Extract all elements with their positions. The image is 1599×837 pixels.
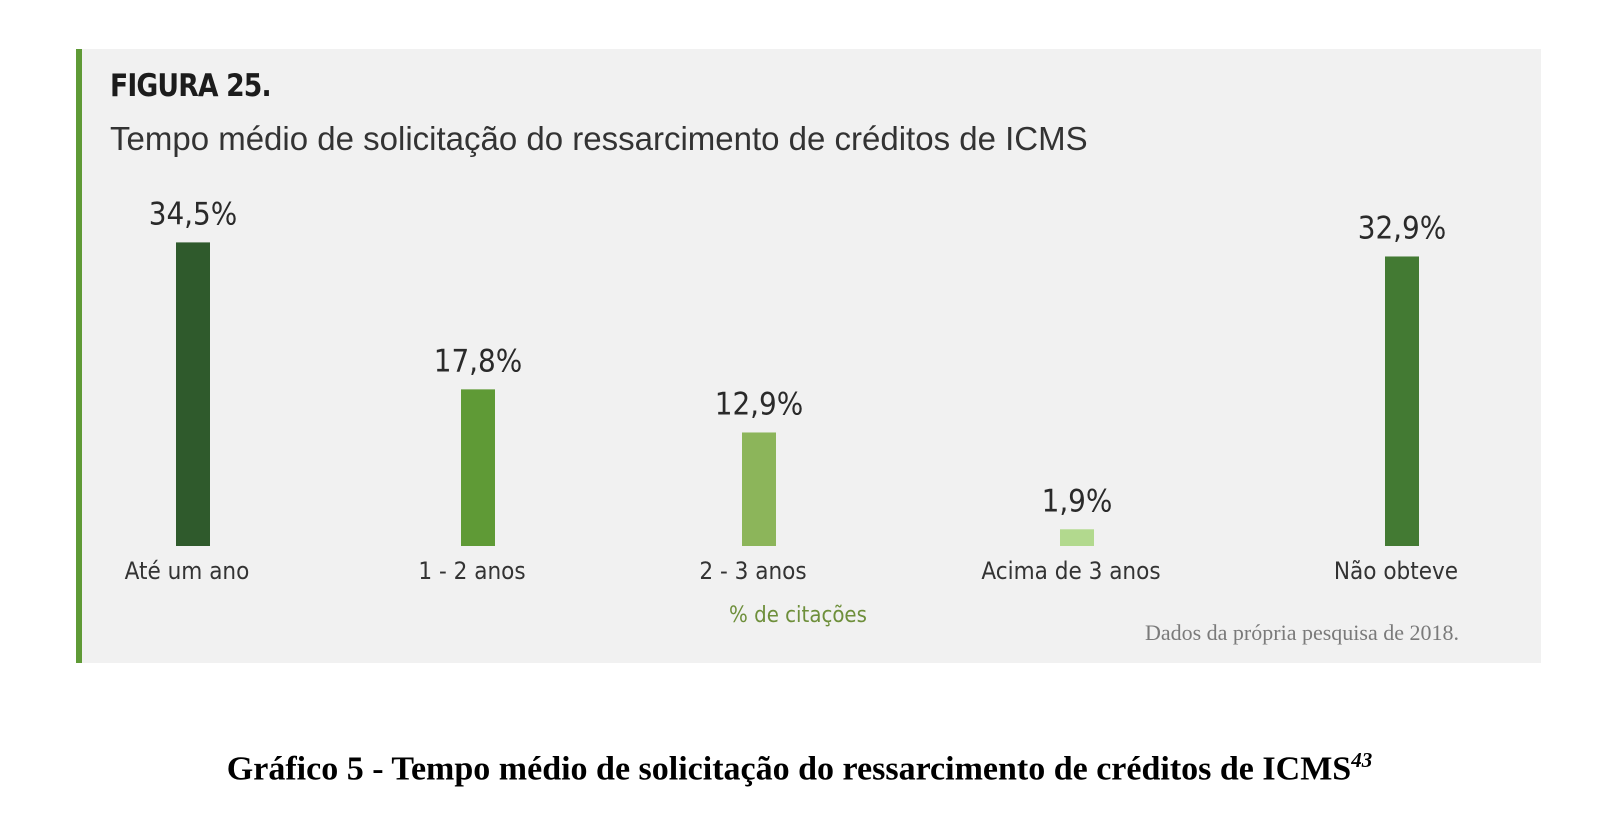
figure-label: FIGURA 25. — [110, 68, 272, 104]
bar-value-label: 17,8% — [434, 343, 523, 379]
source-note: Dados da própria pesquisa de 2018. — [1144, 620, 1459, 645]
bar — [176, 242, 210, 546]
category-label: 1 - 2 anos — [418, 557, 525, 585]
bar — [1060, 529, 1094, 546]
bar — [742, 432, 776, 546]
category-label: 2 - 3 anos — [699, 557, 806, 585]
bar-value-label: 12,9% — [715, 386, 804, 422]
x-axis-label: % de citações — [729, 603, 867, 628]
category-label: Até um ano — [125, 557, 250, 585]
bar-value-label: 34,5% — [149, 196, 238, 232]
figure-caption: Gráfico 5 - Tempo médio de solicitação d… — [0, 748, 1599, 788]
bar-value-label: 32,9% — [1358, 210, 1447, 246]
figure-panel — [76, 49, 1541, 663]
category-label: Acima de 3 anos — [981, 557, 1160, 585]
bar — [1385, 256, 1419, 546]
bar-value-label: 1,9% — [1042, 483, 1113, 519]
bar — [461, 389, 495, 546]
caption-footnote: 43 — [1351, 748, 1373, 772]
caption-text: Gráfico 5 - Tempo médio de solicitação d… — [226, 750, 1352, 788]
chart-title: Tempo médio de solicitação do ressarcime… — [110, 120, 1088, 157]
category-label: Não obteve — [1334, 557, 1458, 585]
